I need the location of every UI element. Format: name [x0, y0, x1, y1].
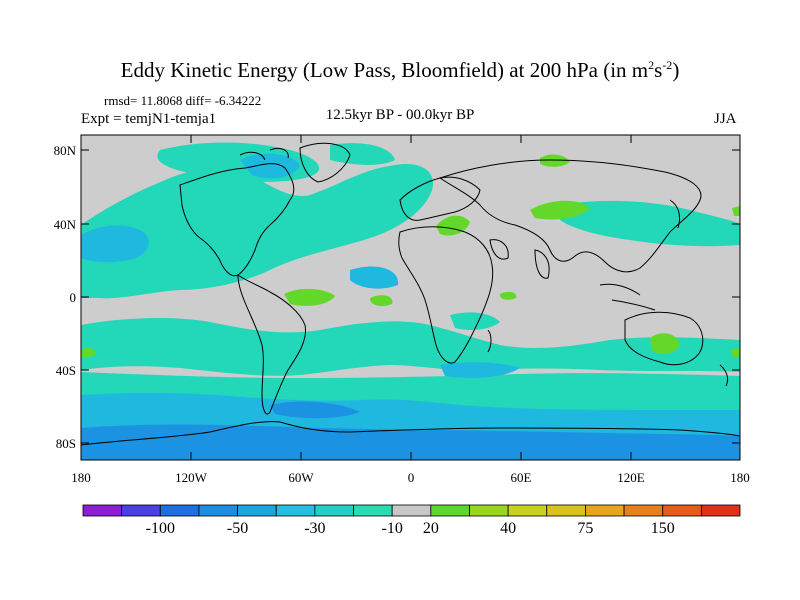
colorbar-swatch — [430, 504, 470, 517]
lat-label-0: 0 — [69, 290, 77, 305]
colorbar-swatch — [82, 504, 123, 517]
colorbar-swatch — [275, 504, 316, 517]
colorbar-swatch — [353, 504, 393, 517]
colorbar-swatch — [237, 504, 277, 517]
colorbar-swatch — [700, 504, 741, 517]
colorbar-swatch — [314, 504, 354, 517]
colorbar-label: -30 — [304, 520, 326, 537]
lon-label-120w: 120W — [175, 470, 207, 485]
positive-anomaly-regions — [81, 154, 740, 358]
colorbar-swatch — [546, 504, 586, 517]
map-plot-area — [81, 135, 740, 460]
chart-title: Eddy Kinetic Energy (Low Pass, Bloomfiel… — [120, 58, 680, 82]
colorbar-swatch — [121, 504, 161, 517]
strong-negative-regions — [81, 401, 740, 460]
lon-label-60w: 60W — [288, 470, 314, 485]
colorbar-label: -50 — [226, 520, 249, 537]
colorbar-label: 75 — [577, 520, 594, 537]
colorbar-label: 20 — [422, 520, 439, 537]
colorbar-swatch — [469, 504, 509, 517]
colorbar-label: 150 — [650, 520, 675, 537]
colorbar-swatch — [198, 504, 238, 517]
colorbar-swatch — [507, 504, 548, 517]
axis-ticks — [80, 135, 741, 460]
colorbar-swatch — [623, 504, 664, 517]
colorbar-label: -10 — [381, 520, 403, 537]
colorbar-swatch — [585, 504, 625, 517]
season-label: JJA — [714, 111, 737, 127]
lat-label-40s: 40S — [55, 363, 76, 378]
lon-label-0: 0 — [407, 470, 415, 485]
experiment-label: Expt = temjN1-temja1 — [81, 111, 217, 127]
lon-label-120e: 120E — [617, 470, 645, 485]
period-label: 12.5kyr BP - 00.0kyr BP — [325, 107, 475, 123]
colorbar-swatch — [159, 504, 200, 517]
coastlines — [81, 142, 740, 446]
colorbar — [82, 504, 741, 517]
stats-label: rmsd= 11.8068 diff= -6.34222 — [104, 93, 262, 108]
lon-label-180e: 180 — [730, 470, 750, 485]
colorbar-swatch — [662, 504, 702, 517]
lon-label-60e: 60E — [510, 470, 532, 485]
lat-label-40n: 40N — [53, 217, 76, 232]
colorbar-label: -100 — [145, 520, 175, 537]
lat-label-80n: 80N — [53, 143, 76, 158]
colorbar-swatch — [391, 504, 432, 517]
lat-label-80s: 80S — [55, 436, 76, 451]
colorbar-label: 40 — [500, 520, 517, 537]
lon-label-180w: 180 — [71, 470, 91, 485]
